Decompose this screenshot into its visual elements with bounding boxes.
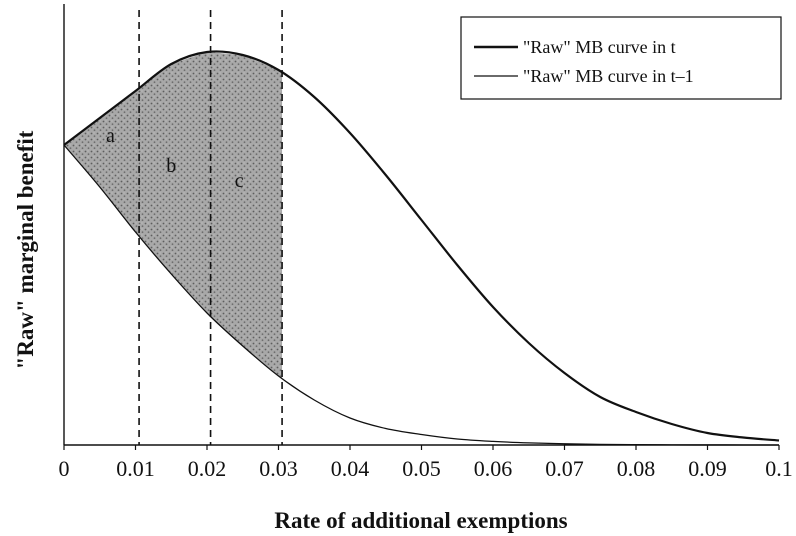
region-label-b: b — [166, 155, 176, 177]
y-axis-title: "Raw" marginal benefit — [13, 130, 38, 369]
x-tick-label: 0.09 — [688, 456, 727, 481]
shaded-area — [64, 52, 283, 379]
x-tick-label: 0.08 — [617, 456, 656, 481]
x-tick-label: 0 — [59, 456, 70, 481]
x-tick-label: 0.07 — [545, 456, 584, 481]
x-axis-title: Rate of additional exemptions — [274, 508, 567, 533]
region-label-c: c — [235, 170, 244, 192]
x-tick-label: 0.04 — [331, 456, 370, 481]
curve-mb-t — [63, 50, 780, 442]
legend: "Raw" MB curve in t "Raw" MB curve in t–… — [460, 16, 782, 100]
legend-label-t-minus-1: "Raw" MB curve in t–1 — [523, 66, 694, 86]
region-label-a: a — [106, 125, 115, 147]
x-tick-label: 0.05 — [402, 456, 441, 481]
x-tick-label: 0.06 — [474, 456, 513, 481]
legend-box — [460, 16, 782, 100]
x-tick-label: 0.02 — [188, 456, 227, 481]
x-tick-label: 0.03 — [259, 456, 298, 481]
x-tick-label: 0.01 — [116, 456, 155, 481]
x-tick-label: 0.1 — [765, 456, 793, 481]
legend-label-t: "Raw" MB curve in t — [523, 37, 676, 57]
